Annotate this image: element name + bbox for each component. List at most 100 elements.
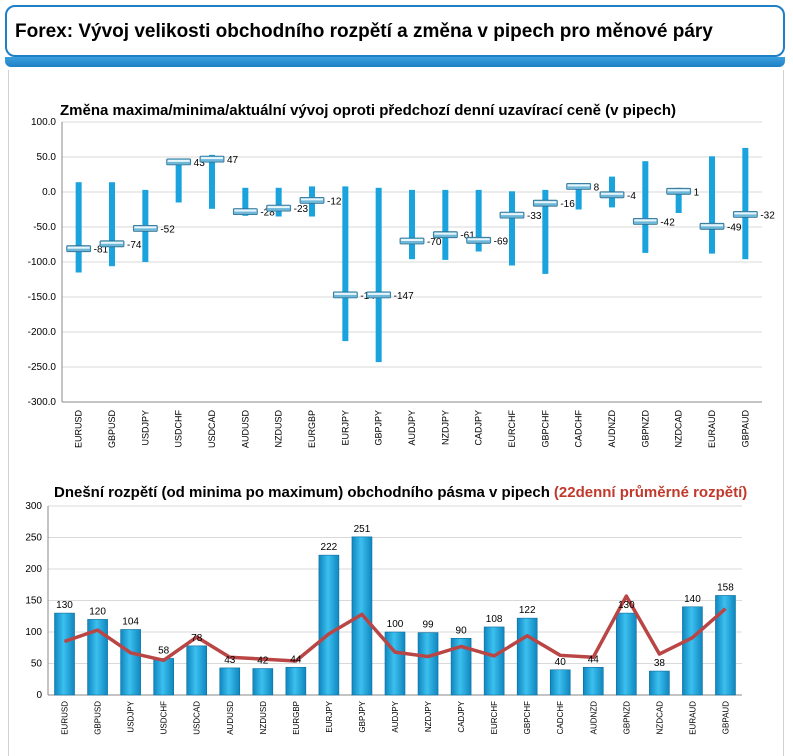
current-marker-highlight — [634, 219, 657, 222]
current-value-label: -74 — [127, 240, 142, 251]
bar-value-label: 43 — [224, 655, 236, 666]
x-tick-label: GBPJPY — [358, 700, 367, 732]
range-bar-nzdcad — [675, 187, 682, 213]
y-tick-label: 0 — [36, 690, 42, 701]
x-tick-label: CADCHF — [574, 409, 584, 447]
bar-value-label: 100 — [387, 619, 404, 630]
bar-value-label: 90 — [456, 625, 468, 636]
current-marker-highlight — [667, 189, 690, 192]
x-tick-label: AUDJPY — [407, 410, 417, 446]
range-bar-gbpaud — [742, 147, 749, 260]
current-value-label: -4 — [627, 191, 636, 202]
current-value-label: -147 — [394, 291, 414, 302]
bar-value-label: 130 — [618, 600, 635, 611]
x-tick-label: AUDUSD — [240, 410, 250, 449]
x-tick-label: GBPUSD — [107, 410, 117, 449]
range-chart-title-average: (22denní průměrné rozpětí) — [554, 484, 747, 501]
y-tick-label: 200 — [25, 564, 42, 575]
current-value-label: -81 — [94, 245, 109, 256]
x-tick-label: NZDJPY — [440, 410, 450, 445]
range-bar-nzdjpy — [442, 189, 449, 260]
bar-value-label: 38 — [654, 658, 666, 669]
header-accent-bar — [5, 57, 785, 67]
range-bar-nzdusd — [275, 187, 282, 217]
y-tick-label: 100.0 — [31, 117, 56, 128]
range-bar-audjpy — [409, 189, 415, 260]
x-tick-label: NZDJPY — [424, 700, 433, 732]
x-tick-label: USDJPY — [140, 410, 150, 446]
current-marker-highlight — [534, 201, 557, 204]
current-value-label: -52 — [160, 224, 175, 235]
current-marker-highlight — [67, 246, 90, 249]
x-tick-label: GBPAUD — [740, 410, 750, 448]
x-tick-label: USDCHF — [160, 701, 169, 734]
x-tick-label: EURGBP — [307, 410, 317, 448]
current-marker-highlight — [167, 159, 190, 162]
range-bar-cadjpy — [450, 637, 472, 696]
range-bar-eurusd — [54, 612, 75, 696]
bar-value-label: 78 — [191, 633, 203, 644]
x-tick-label: USDCAD — [193, 701, 202, 735]
x-tick-label: EURCHF — [507, 409, 517, 447]
y-tick-label: 100 — [25, 627, 42, 638]
y-tick-label: 250 — [25, 533, 42, 544]
range-bar-usdjpy — [120, 629, 141, 696]
change-chart-title: Změna maxima/minima/aktuální vývoj oprot… — [60, 102, 676, 119]
x-tick-label: NZDUSD — [259, 701, 268, 735]
x-tick-label: EURAUD — [688, 701, 697, 735]
current-marker-highlight — [501, 213, 523, 216]
range-bar-gbpusd — [109, 182, 115, 267]
x-tick-label: EURUSD — [74, 410, 84, 449]
current-marker-highlight — [601, 192, 623, 195]
bar-value-label: 130 — [56, 600, 73, 611]
current-marker-highlight — [101, 241, 123, 244]
x-tick-label: EURAUD — [707, 410, 717, 449]
current-value-label: 47 — [227, 155, 239, 166]
x-tick-label: GBPNZD — [640, 410, 650, 448]
x-tick-label: AUDNZD — [607, 410, 617, 448]
x-tick-label: AUDNZD — [589, 701, 598, 735]
x-tick-label: GBPNZD — [622, 701, 631, 735]
range-bar-audusd — [242, 187, 249, 216]
x-tick-label: GBPUSD — [94, 701, 103, 735]
bar-value-label: 58 — [158, 645, 170, 656]
x-tick-label: EURUSD — [61, 701, 70, 735]
range-bar-eurusd — [75, 182, 82, 273]
bar-value-label: 99 — [422, 620, 434, 631]
header-box: Forex: Vývoj velikosti obchodního rozpět… — [5, 5, 785, 57]
y-tick-label: -100.0 — [28, 257, 57, 268]
range-bar-cadchf — [575, 183, 582, 210]
chart-panel — [8, 70, 784, 756]
current-marker-highlight — [134, 226, 157, 229]
range-bar-eurgbp — [285, 666, 307, 696]
current-value-label: 8 — [594, 182, 600, 193]
y-tick-label: 50.0 — [37, 152, 57, 163]
y-tick-label: 0.0 — [42, 187, 56, 198]
range-bar-usdchf — [175, 160, 182, 203]
range-bar-audnzd — [582, 666, 604, 696]
current-value-label: -28 — [260, 208, 275, 219]
x-tick-label: GBPCHF — [540, 410, 550, 448]
range-bar-audusd — [219, 667, 241, 696]
x-tick-label: USDJPY — [127, 700, 136, 732]
range-bar-eurchf — [483, 626, 505, 696]
x-tick-label: GBPJPY — [374, 410, 384, 446]
current-value-label: -16 — [560, 199, 575, 210]
bar-value-label: 104 — [122, 616, 139, 627]
y-tick-label: -300.0 — [28, 397, 57, 408]
bar-value-label: 40 — [555, 657, 567, 668]
current-value-label: -61 — [460, 231, 475, 242]
current-marker-highlight — [301, 198, 323, 201]
range-bar-cadchf — [549, 669, 571, 696]
range-chart-title: Dnešní rozpětí (od minima po maximum) ob… — [54, 484, 747, 501]
bar-value-label: 140 — [684, 594, 701, 605]
current-marker-highlight — [434, 232, 457, 235]
bar-value-label: 44 — [290, 654, 302, 665]
current-marker-highlight — [734, 212, 757, 215]
current-value-label: -42 — [660, 217, 675, 228]
current-marker-highlight — [201, 157, 223, 160]
range-bar-gbpnzd — [642, 161, 649, 253]
x-tick-label: AUDJPY — [391, 700, 400, 732]
current-marker-highlight — [267, 206, 290, 209]
range-bar-gbpchf — [516, 617, 538, 696]
